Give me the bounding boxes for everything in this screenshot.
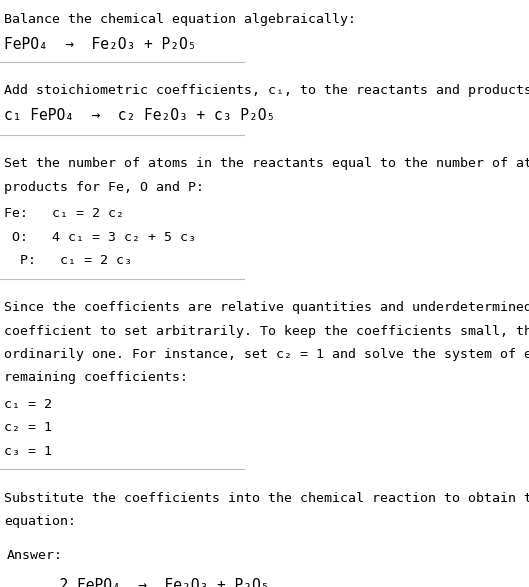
Text: P:   c₁ = 2 c₃: P: c₁ = 2 c₃ bbox=[4, 254, 132, 267]
Text: coefficient to set arbitrarily. To keep the coefficients small, the arbitrary va: coefficient to set arbitrarily. To keep … bbox=[4, 325, 529, 338]
Text: remaining coefficients:: remaining coefficients: bbox=[4, 372, 188, 384]
Text: c₂ = 1: c₂ = 1 bbox=[4, 421, 52, 434]
Text: Add stoichiometric coefficients, cᵢ, to the reactants and products:: Add stoichiometric coefficients, cᵢ, to … bbox=[4, 84, 529, 97]
Text: products for Fe, O and P:: products for Fe, O and P: bbox=[4, 181, 204, 194]
Text: c₁ = 2: c₁ = 2 bbox=[4, 398, 52, 411]
Text: Fe:   c₁ = 2 c₂: Fe: c₁ = 2 c₂ bbox=[4, 207, 124, 220]
FancyBboxPatch shape bbox=[1, 540, 111, 587]
Text: O:   4 c₁ = 3 c₂ + 5 c₃: O: 4 c₁ = 3 c₂ + 5 c₃ bbox=[4, 231, 196, 244]
Text: c₁ FePO₄  →  c₂ Fe₂O₃ + c₃ P₂O₅: c₁ FePO₄ → c₂ Fe₂O₃ + c₃ P₂O₅ bbox=[4, 109, 276, 123]
Text: c₃ = 1: c₃ = 1 bbox=[4, 445, 52, 458]
Text: Balance the chemical equation algebraically:: Balance the chemical equation algebraica… bbox=[4, 13, 357, 26]
Text: ordinarily one. For instance, set c₂ = 1 and solve the system of equations for t: ordinarily one. For instance, set c₂ = 1… bbox=[4, 348, 529, 361]
Text: equation:: equation: bbox=[4, 515, 76, 528]
Text: 2 FePO₄  →  Fe₂O₃ + P₂O₅: 2 FePO₄ → Fe₂O₃ + P₂O₅ bbox=[7, 578, 269, 587]
Text: Substitute the coefficients into the chemical reaction to obtain the balanced: Substitute the coefficients into the che… bbox=[4, 492, 529, 505]
Text: FePO₄  →  Fe₂O₃ + P₂O₅: FePO₄ → Fe₂O₃ + P₂O₅ bbox=[4, 37, 197, 52]
Text: Set the number of atoms in the reactants equal to the number of atoms in the: Set the number of atoms in the reactants… bbox=[4, 157, 529, 170]
Text: Since the coefficients are relative quantities and underdetermined, choose a: Since the coefficients are relative quan… bbox=[4, 301, 529, 314]
Text: Answer:: Answer: bbox=[7, 549, 63, 562]
